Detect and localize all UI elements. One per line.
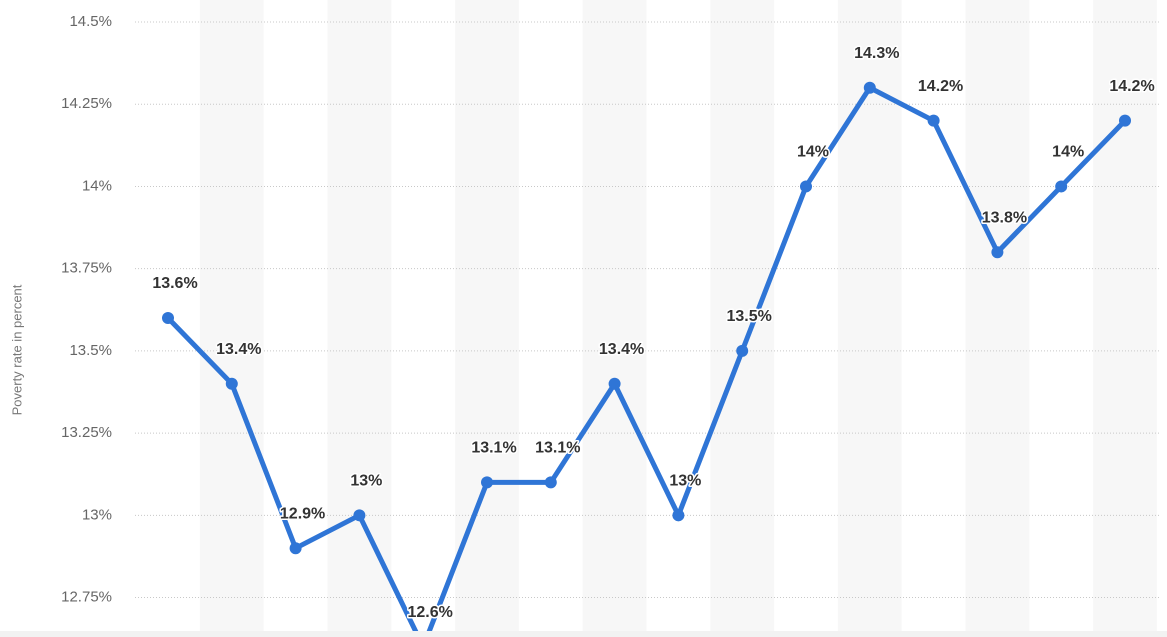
series-line <box>166 85 1127 637</box>
column-band <box>837 0 902 637</box>
data-point <box>800 180 812 193</box>
data-point <box>481 476 493 489</box>
column-band <box>710 0 775 637</box>
data-point <box>608 377 621 390</box>
data-label: 13.4% <box>216 341 261 358</box>
data-point <box>927 114 940 127</box>
data-label: 13.1% <box>535 440 580 457</box>
data-point <box>863 81 876 94</box>
data-point <box>1119 114 1131 127</box>
y-tick-label: 13.25% <box>61 424 112 441</box>
column-band <box>582 0 647 637</box>
data-label: 13.8% <box>982 209 1027 226</box>
data-point <box>544 476 557 489</box>
data-point <box>991 246 1004 259</box>
data-point <box>353 509 366 522</box>
data-label: 13.5% <box>727 308 772 325</box>
y-tick-label: 14% <box>82 177 112 194</box>
data-point <box>289 542 302 555</box>
data-label: 13.4% <box>599 341 644 358</box>
data-point <box>1055 180 1068 193</box>
y-tick-label: 14.25% <box>61 95 112 112</box>
y-tick-label: 14.5% <box>69 13 112 30</box>
column-band <box>199 0 264 637</box>
y-tick-label: 13% <box>82 506 112 523</box>
data-point <box>162 311 174 324</box>
data-label: 14.3% <box>854 45 899 62</box>
data-label: 12.9% <box>280 505 325 522</box>
y-tick-label: 13.5% <box>69 342 112 359</box>
column-band <box>1093 0 1157 637</box>
column-band <box>965 0 1030 637</box>
data-label: 13.1% <box>471 440 516 457</box>
scrollbar-strip <box>0 631 1167 637</box>
data-point <box>672 509 685 522</box>
background-bands <box>199 0 1157 637</box>
y-tick-label: 13.75% <box>61 260 112 277</box>
y-tick-label: 12.75% <box>61 589 112 606</box>
data-label: 14.2% <box>1109 78 1154 95</box>
data-label: 13% <box>350 473 382 490</box>
data-label: 13% <box>669 473 701 490</box>
data-point <box>225 377 238 390</box>
column-band <box>327 0 392 637</box>
data-label: 14% <box>797 144 829 161</box>
grid: 12.75% 13% 13.25% 13.5% 13.75% 14% 14.25% 14.5% <box>61 13 1160 606</box>
data-label: 14% <box>1052 144 1084 161</box>
y-axis-title: Poverty rate in percent <box>9 284 24 415</box>
data-point <box>736 344 749 357</box>
plot: 13.6% 13.4% 12.9% 13% 12.6% 13.1% 13.1% 13.4% 13… <box>151 43 1156 637</box>
data-label: 14.2% <box>918 78 963 95</box>
data-label: 12.6% <box>408 604 453 621</box>
data-label: 13.6% <box>152 275 197 292</box>
